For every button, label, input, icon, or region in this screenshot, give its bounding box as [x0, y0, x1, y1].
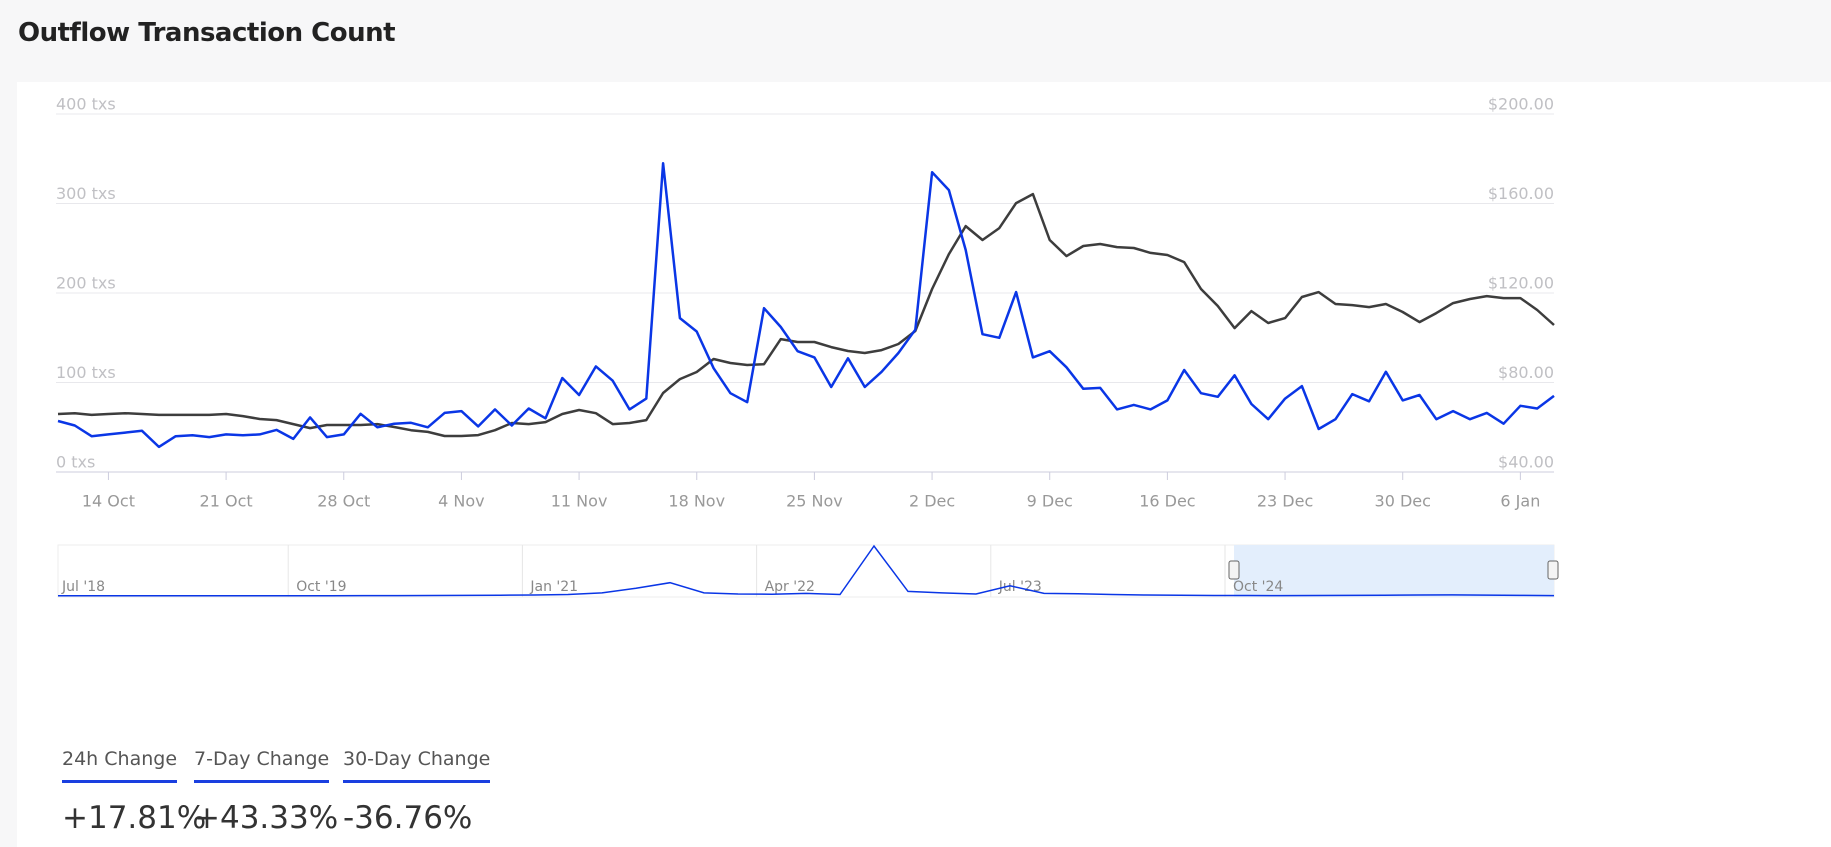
y2-tick-label: $40.00	[1498, 453, 1554, 472]
x-tick-label: 16 Dec	[1139, 492, 1195, 511]
x-tick-label: 11 Nov	[551, 492, 608, 511]
series-line	[57, 161, 1555, 449]
x-tick-label: 18 Nov	[668, 492, 725, 511]
stat-tab[interactable]: 7-Day Change	[194, 748, 330, 783]
x-tick-label: 25 Nov	[786, 492, 843, 511]
stat-tab[interactable]: 24h Change	[62, 748, 178, 783]
x-tick-label: 28 Oct	[317, 492, 370, 511]
x-tick-label: 6 Jan	[1500, 492, 1540, 511]
navigator-handle	[1228, 560, 1240, 580]
stat-tab[interactable]: 30-Day Change	[343, 748, 491, 783]
page-title: Outflow Transaction Count	[18, 18, 396, 48]
series-line	[57, 192, 1555, 438]
x-tick-label: 21 Oct	[200, 492, 253, 511]
navigator-label: Jul '18	[61, 579, 105, 595]
navigator-line	[58, 544, 1555, 597]
y-tick-label: 200 txs	[56, 274, 116, 293]
y2-tick-label: $200.00	[1488, 95, 1554, 114]
x-tick-label: 2 Dec	[909, 492, 955, 511]
x-tick-label: 23 Dec	[1257, 492, 1313, 511]
navigator-handle	[1547, 560, 1559, 580]
navigator-label: Jan '21	[529, 579, 578, 595]
y-tick-label: 400 txs	[56, 95, 116, 114]
x-tick-label: 4 Nov	[438, 492, 485, 511]
navigator-selection	[1234, 545, 1554, 597]
stat-value: +17.81%	[62, 800, 207, 836]
navigator-label: Oct '19	[296, 579, 346, 595]
y2-tick-label: $120.00	[1488, 274, 1554, 293]
navigator-label: Oct '24	[1233, 579, 1283, 595]
y-tick-label: 100 txs	[56, 363, 116, 382]
x-tick-label: 9 Dec	[1027, 492, 1073, 511]
x-tick-label: 30 Dec	[1375, 492, 1431, 511]
y2-tick-label: $160.00	[1488, 184, 1554, 203]
stat-value: +43.33%	[194, 800, 339, 836]
navigator-label: Apr '22	[765, 579, 815, 595]
chart-card	[17, 82, 1831, 847]
stat-value: -36.76%	[343, 800, 473, 836]
y2-tick-label: $80.00	[1498, 363, 1554, 382]
y-tick-label: 300 txs	[56, 184, 116, 203]
x-tick-label: 14 Oct	[82, 492, 135, 511]
y-tick-label: 0 txs	[56, 453, 95, 472]
